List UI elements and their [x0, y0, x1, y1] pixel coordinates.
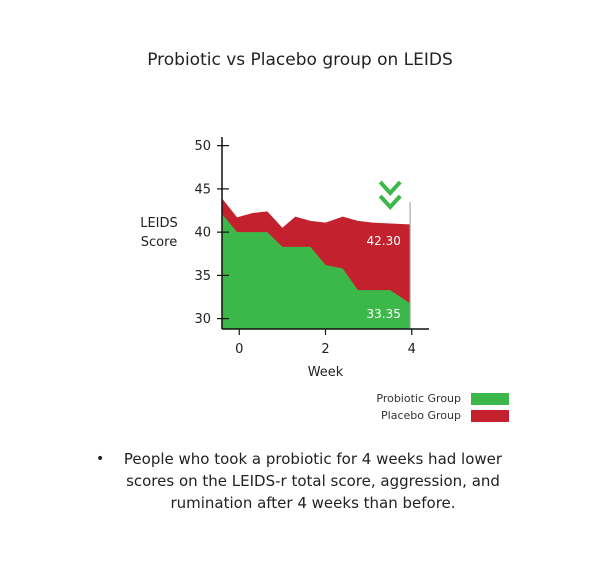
- legend-label-placebo: Placebo Group: [381, 409, 461, 422]
- legend-swatch-placebo: [471, 409, 509, 422]
- y-tick-label: 45: [194, 182, 211, 197]
- y-tick-label: 30: [194, 312, 211, 327]
- y-tick-label: 50: [194, 139, 211, 154]
- data-label-placebo: 42.30: [367, 234, 401, 248]
- y-tick-label: 40: [194, 226, 211, 241]
- footnote-text: People who took a probiotic for 4 weeks …: [123, 450, 503, 512]
- x-tick-label: 2: [321, 342, 329, 357]
- legend-swatch-probiotic: [471, 392, 509, 405]
- data-label-probiotic: 33.35: [367, 307, 401, 321]
- legend-item-placebo: Placebo Group: [376, 407, 509, 424]
- legend: Probiotic Group Placebo Group: [376, 390, 509, 424]
- legend-label-probiotic: Probiotic Group: [376, 392, 461, 405]
- x-tick-label: 4: [408, 342, 416, 357]
- footnote: • People who took a probiotic for 4 week…: [96, 448, 516, 514]
- chart-title: Probiotic vs Placebo group on LEIDS: [147, 50, 453, 70]
- chevron-down-icon: [378, 194, 402, 210]
- bullet-icon: •: [96, 451, 105, 467]
- chart: 30 35 40 45 50 0 2 4 Week 42.30 33.35: [194, 137, 429, 380]
- y-axis-label: LEIDS Score: [140, 216, 178, 250]
- x-tick-label: 0: [235, 342, 243, 357]
- chevron-down-icon: [378, 180, 402, 196]
- y-tick-label: 35: [194, 269, 211, 284]
- area-probiotic: [222, 213, 410, 329]
- legend-item-probiotic: Probiotic Group: [376, 390, 509, 407]
- x-axis-label: Week: [308, 365, 344, 380]
